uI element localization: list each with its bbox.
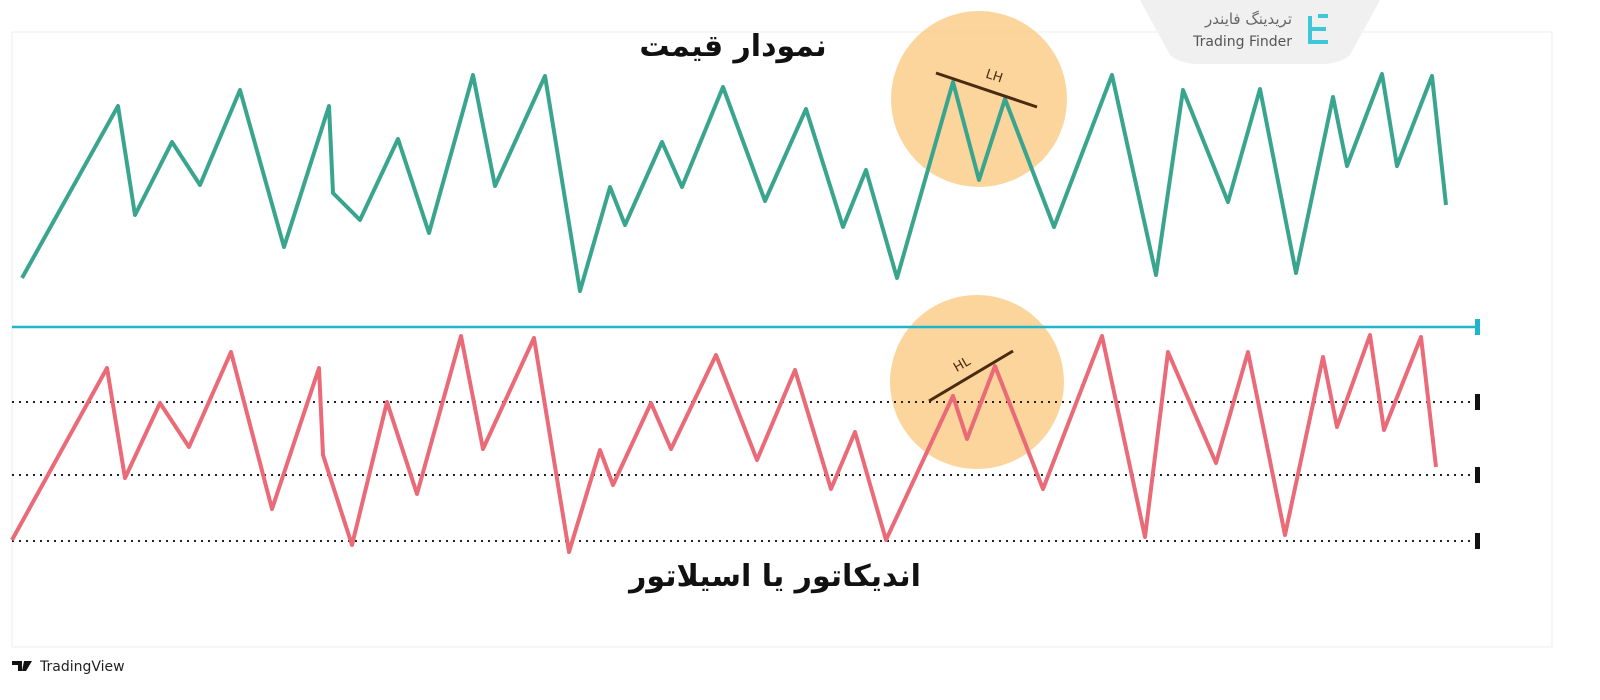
highlight bbox=[890, 295, 1064, 469]
lh-label: LH bbox=[984, 67, 1005, 87]
tv-logo bbox=[12, 661, 32, 671]
footer: TradingView bbox=[39, 659, 125, 675]
price-line bbox=[20, 72, 1448, 293]
level-markers bbox=[1475, 394, 1480, 549]
indicator-title: اندیکاتور یا اسیلاتور bbox=[627, 559, 921, 594]
brand-en: Trading Finder bbox=[1192, 34, 1292, 50]
brand-logo bbox=[1308, 14, 1328, 44]
hl-trendline bbox=[928, 349, 1014, 403]
indicator-line bbox=[10, 333, 1438, 554]
brand-fa: تریدینگ فایندر bbox=[1204, 10, 1292, 28]
separator-marker bbox=[1475, 319, 1480, 335]
highlight bbox=[891, 11, 1067, 187]
lh-trendline bbox=[935, 71, 1038, 109]
frame bbox=[11, 31, 1553, 648]
price-title: نمودار قیمت bbox=[639, 29, 826, 64]
